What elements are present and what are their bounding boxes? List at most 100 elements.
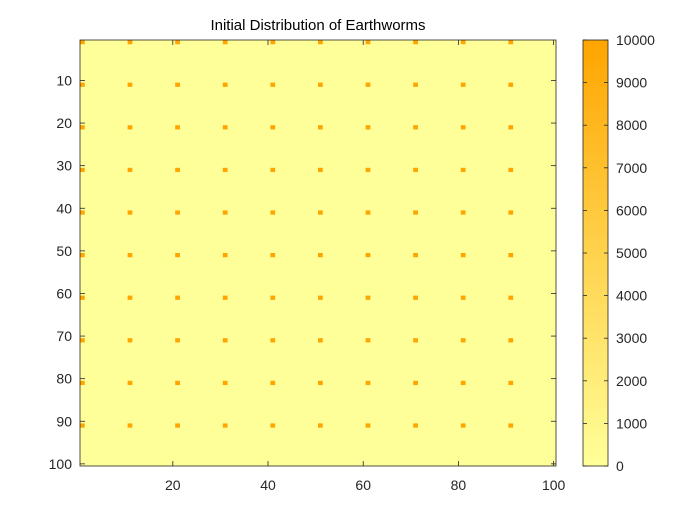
heatmap-cell-point xyxy=(318,338,323,343)
heatmap-cell-point xyxy=(318,380,323,386)
heatmap-cell-point xyxy=(413,40,418,45)
x-tick-label: 100 xyxy=(542,477,566,493)
heatmap-cell-point xyxy=(175,253,180,258)
heatmap-cell-point xyxy=(270,125,276,130)
heatmap-cell-point xyxy=(460,253,466,258)
heatmap-cell-point xyxy=(270,210,276,215)
heatmap-cell-point xyxy=(460,40,466,45)
heatmap-cell-point xyxy=(80,210,85,215)
colorbar: 0 1000 2000 3000 4000 5000 6000 7000 8000 9000 100… xyxy=(582,32,655,474)
heatmap-cell-point xyxy=(127,253,133,258)
heatmap-cell-point xyxy=(175,380,180,386)
heatmap-cell-point xyxy=(460,423,466,428)
heatmap-cell-point xyxy=(270,423,276,428)
heatmap-cell-point xyxy=(270,338,276,343)
heatmap-cell-point xyxy=(508,295,514,300)
colorbar-tick-label: 10000 xyxy=(616,32,655,48)
heatmap-cell-point xyxy=(413,253,418,258)
colorbar-tick-label: 1000 xyxy=(616,415,647,431)
heatmap-cell-point xyxy=(127,40,133,45)
heatmap-cell-point xyxy=(508,125,514,130)
colorbar-tick-label: 0 xyxy=(616,458,624,474)
heatmap-cell-point xyxy=(222,338,228,343)
heatmap-cell-point xyxy=(175,125,180,130)
x-tick-label: 80 xyxy=(451,477,467,493)
heatmap-cell-point xyxy=(270,380,276,386)
y-tick-label: 70 xyxy=(56,328,72,344)
x-tick-label: 40 xyxy=(260,477,276,493)
heatmap-cell-point xyxy=(460,338,466,343)
heatmap-cell-point xyxy=(127,338,133,343)
y-tick-label: 90 xyxy=(56,413,72,429)
heatmap-cell-point xyxy=(127,125,133,130)
heatmap-cell-point xyxy=(413,82,418,87)
heatmap-cell-point xyxy=(413,380,418,386)
heatmap-cell-point xyxy=(365,253,371,258)
heatmap-cell-point xyxy=(175,295,180,300)
heatmap-cell-point xyxy=(127,210,133,215)
heatmap-cell-point xyxy=(80,253,85,258)
heatmap-cell-point xyxy=(508,338,514,343)
heatmap-cell-point xyxy=(413,295,418,300)
heatmap-cell-point xyxy=(318,253,323,258)
heatmap-cell-point xyxy=(413,167,418,173)
heatmap-cell-point xyxy=(270,295,276,300)
heatmap-cell-point xyxy=(413,210,418,215)
colorbar-tick-label: 7000 xyxy=(616,160,647,176)
x-tick-label: 60 xyxy=(355,477,371,493)
heatmap-cell-point xyxy=(175,82,180,87)
heatmap-cell-point xyxy=(365,167,371,173)
colorbar-tick-label: 2000 xyxy=(616,373,647,389)
heatmap-cell-point xyxy=(318,210,323,215)
heatmap-cell-point xyxy=(222,167,228,173)
heatmap-cell-point xyxy=(80,295,85,300)
heatmap-cell-point xyxy=(460,210,466,215)
heatmap-cell-point xyxy=(508,253,514,258)
heatmap-cell-point xyxy=(222,380,228,386)
heatmap-cell-point xyxy=(365,338,371,343)
heatmap-cell-point xyxy=(270,167,276,173)
heatmap-cell-point xyxy=(365,423,371,428)
heatmap-cell-point xyxy=(318,423,323,428)
plot-area: 20 40 60 80 100 10 20 30 40 50 60 70 80 90 100 xyxy=(49,39,566,493)
heatmap-cell-point xyxy=(80,82,85,87)
x-tick-label: 20 xyxy=(165,477,181,493)
heatmap-cell-point xyxy=(80,125,85,130)
heatmap-cell-point xyxy=(365,380,371,386)
heatmap-cell-point xyxy=(222,210,228,215)
heatmap-cell-point xyxy=(365,295,371,300)
heatmap-cell-point xyxy=(508,82,514,87)
heatmap-cell-point xyxy=(270,82,276,87)
y-tick-label: 100 xyxy=(49,456,73,472)
heatmap-cell-point xyxy=(80,423,85,428)
y-tick-label: 30 xyxy=(56,158,72,174)
heatmap-cell-point xyxy=(413,423,418,428)
heatmap-cell-point xyxy=(413,125,418,130)
heatmap-cell-point xyxy=(508,167,514,173)
colorbar-tick-label: 3000 xyxy=(616,330,647,346)
heatmap-cell-point xyxy=(80,380,85,386)
heatmap-cell-point xyxy=(222,295,228,300)
y-tick-label: 80 xyxy=(56,371,72,387)
heatmap-cell-point xyxy=(508,423,514,428)
y-tick-label: 60 xyxy=(56,285,72,301)
heatmap-cell-point xyxy=(318,167,323,173)
heatmap-cell-point xyxy=(127,167,133,173)
heatmap-cell-point xyxy=(508,380,514,386)
colorbar-tick-label: 8000 xyxy=(616,117,647,133)
colorbar-tick-label: 6000 xyxy=(616,202,647,218)
heatmap-cell-point xyxy=(365,210,371,215)
heatmap-cell-point xyxy=(80,338,85,343)
heatmap-cell-point xyxy=(175,338,180,343)
heatmap-cell-point xyxy=(175,210,180,215)
heatmap-cell-point xyxy=(270,40,276,45)
heatmap-cell-point xyxy=(222,423,228,428)
heatmap-cell-point xyxy=(460,125,466,130)
heatmap-cell-point xyxy=(222,40,228,45)
heatmap-cell-point xyxy=(127,295,133,300)
chart-title: Initial Distribution of Earthworms xyxy=(210,17,425,34)
heatmap-cell-point xyxy=(175,167,180,173)
heatmap-cell-point xyxy=(318,82,323,87)
heatmap-cell-point xyxy=(318,295,323,300)
